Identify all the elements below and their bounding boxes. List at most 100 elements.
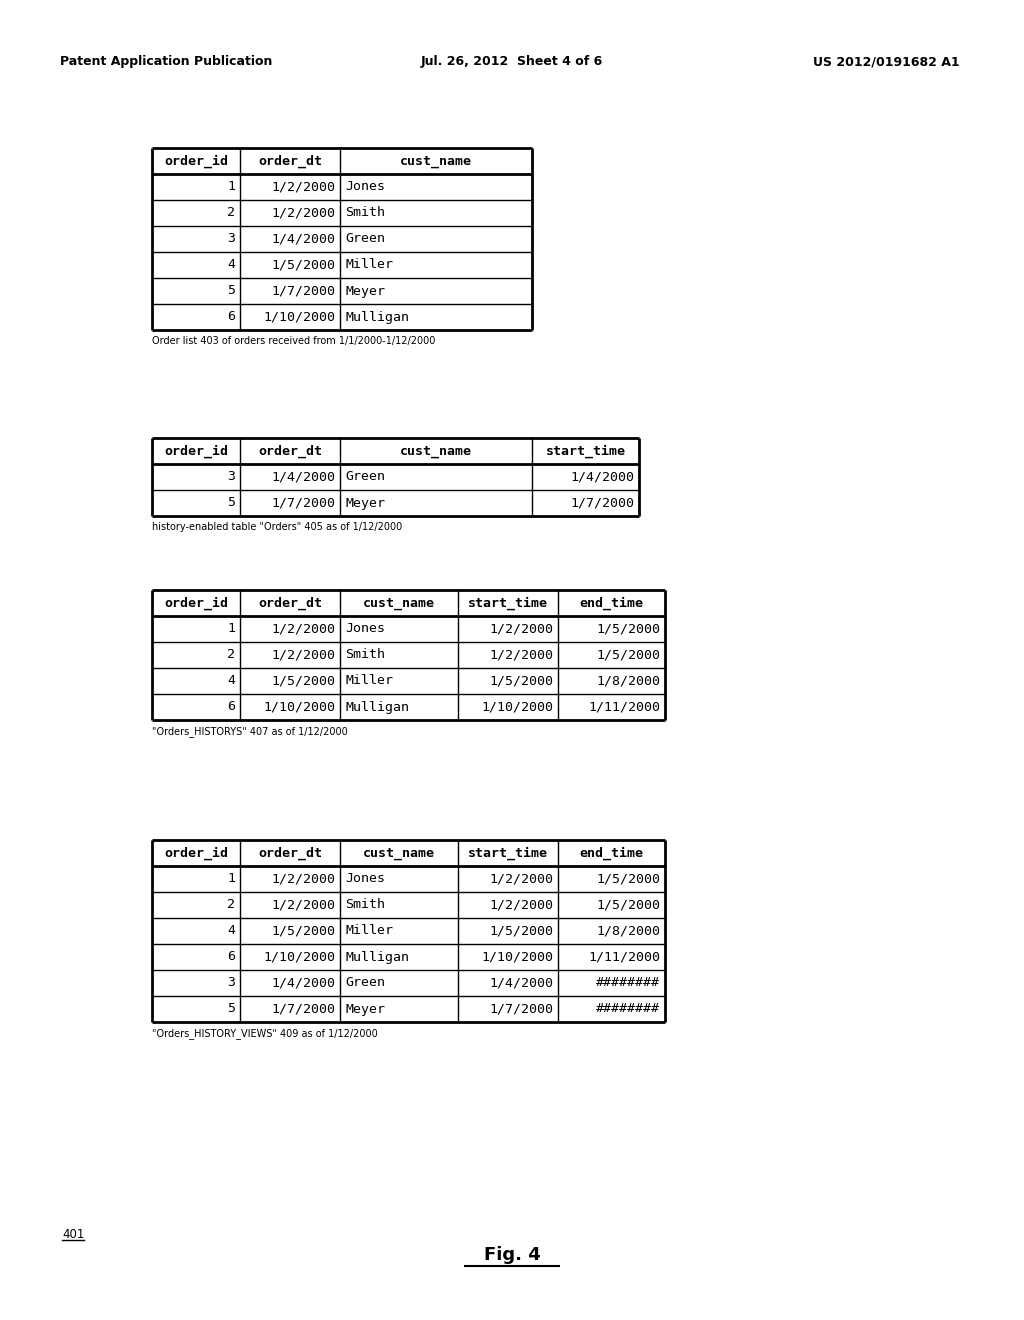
Text: 1/2/2000: 1/2/2000 — [271, 206, 335, 219]
Text: Jones: Jones — [345, 623, 385, 635]
Text: Jul. 26, 2012  Sheet 4 of 6: Jul. 26, 2012 Sheet 4 of 6 — [421, 55, 603, 69]
Text: 1/11/2000: 1/11/2000 — [588, 701, 660, 714]
Text: order_dt: order_dt — [258, 445, 322, 458]
Text: cust_name: cust_name — [362, 597, 435, 610]
Text: 1: 1 — [227, 873, 234, 886]
Text: 6: 6 — [227, 310, 234, 323]
Text: order_id: order_id — [164, 154, 228, 168]
Text: 1/5/2000: 1/5/2000 — [596, 873, 660, 886]
Text: 5: 5 — [227, 496, 234, 510]
Text: 3: 3 — [227, 470, 234, 483]
Text: 3: 3 — [227, 232, 234, 246]
Text: ########: ######## — [596, 1002, 660, 1015]
Text: 3: 3 — [227, 977, 234, 990]
Text: 1/11/2000: 1/11/2000 — [588, 950, 660, 964]
Text: order_id: order_id — [164, 597, 228, 610]
Text: 1/4/2000: 1/4/2000 — [271, 977, 335, 990]
Text: Meyer: Meyer — [345, 496, 385, 510]
Text: 1/5/2000: 1/5/2000 — [489, 675, 553, 688]
Text: 2: 2 — [227, 899, 234, 912]
Text: ########: ######## — [596, 977, 660, 990]
Text: Jones: Jones — [345, 873, 385, 886]
Text: 1/5/2000: 1/5/2000 — [271, 259, 335, 272]
Text: end_time: end_time — [580, 846, 643, 859]
Text: 1/5/2000: 1/5/2000 — [596, 623, 660, 635]
Text: Jones: Jones — [345, 181, 385, 194]
Text: 1/7/2000: 1/7/2000 — [570, 496, 634, 510]
Text: Miller: Miller — [345, 259, 393, 272]
Text: start_time: start_time — [468, 846, 548, 859]
Text: US 2012/0191682 A1: US 2012/0191682 A1 — [813, 55, 961, 69]
Text: 1/2/2000: 1/2/2000 — [271, 181, 335, 194]
Text: Green: Green — [345, 977, 385, 990]
Text: 1/2/2000: 1/2/2000 — [271, 648, 335, 661]
Text: start_time: start_time — [468, 597, 548, 610]
Text: 1/5/2000: 1/5/2000 — [489, 924, 553, 937]
Text: 1/8/2000: 1/8/2000 — [596, 924, 660, 937]
Text: 1/7/2000: 1/7/2000 — [271, 285, 335, 297]
Text: 4: 4 — [227, 259, 234, 272]
Text: Miller: Miller — [345, 924, 393, 937]
Text: cust_name: cust_name — [362, 846, 435, 859]
Text: 1/5/2000: 1/5/2000 — [596, 899, 660, 912]
Text: 1/10/2000: 1/10/2000 — [263, 310, 335, 323]
Text: order_id: order_id — [164, 445, 228, 458]
Text: 1/2/2000: 1/2/2000 — [489, 623, 553, 635]
Text: 1/7/2000: 1/7/2000 — [271, 1002, 335, 1015]
Text: 1/8/2000: 1/8/2000 — [596, 675, 660, 688]
Text: 6: 6 — [227, 950, 234, 964]
Text: 1: 1 — [227, 181, 234, 194]
Text: "Orders_HISTORYS" 407 as of 1/12/2000: "Orders_HISTORYS" 407 as of 1/12/2000 — [152, 726, 348, 737]
Text: Green: Green — [345, 232, 385, 246]
Text: 1: 1 — [227, 623, 234, 635]
Text: Green: Green — [345, 470, 385, 483]
Text: 1/5/2000: 1/5/2000 — [271, 924, 335, 937]
Text: 401: 401 — [62, 1228, 84, 1241]
Text: 1/2/2000: 1/2/2000 — [271, 623, 335, 635]
Text: 1/10/2000: 1/10/2000 — [263, 701, 335, 714]
Text: 1/2/2000: 1/2/2000 — [489, 873, 553, 886]
Text: 2: 2 — [227, 648, 234, 661]
Text: 1/4/2000: 1/4/2000 — [271, 232, 335, 246]
Text: 1/7/2000: 1/7/2000 — [271, 496, 335, 510]
Text: end_time: end_time — [580, 597, 643, 610]
Text: 5: 5 — [227, 1002, 234, 1015]
Text: cust_name: cust_name — [400, 154, 472, 168]
Text: start_time: start_time — [546, 445, 626, 458]
Text: Meyer: Meyer — [345, 285, 385, 297]
Text: 1/2/2000: 1/2/2000 — [489, 899, 553, 912]
Text: order_dt: order_dt — [258, 846, 322, 859]
Text: 1/5/2000: 1/5/2000 — [596, 648, 660, 661]
Text: 4: 4 — [227, 675, 234, 688]
Text: 1/2/2000: 1/2/2000 — [271, 899, 335, 912]
Text: Meyer: Meyer — [345, 1002, 385, 1015]
Text: "Orders_HISTORY_VIEWS" 409 as of 1/12/2000: "Orders_HISTORY_VIEWS" 409 as of 1/12/20… — [152, 1028, 378, 1039]
Text: Miller: Miller — [345, 675, 393, 688]
Text: 2: 2 — [227, 206, 234, 219]
Text: Patent Application Publication: Patent Application Publication — [60, 55, 272, 69]
Text: 6: 6 — [227, 701, 234, 714]
Text: 4: 4 — [227, 924, 234, 937]
Text: 1/4/2000: 1/4/2000 — [489, 977, 553, 990]
Text: 1/7/2000: 1/7/2000 — [489, 1002, 553, 1015]
Text: cust_name: cust_name — [400, 445, 472, 458]
Text: 1/5/2000: 1/5/2000 — [271, 675, 335, 688]
Text: 1/10/2000: 1/10/2000 — [263, 950, 335, 964]
Text: Order list 403 of orders received from 1/1/2000-1/12/2000: Order list 403 of orders received from 1… — [152, 337, 435, 346]
Text: Fig. 4: Fig. 4 — [483, 1246, 541, 1265]
Text: history-enabled table "Orders" 405 as of 1/12/2000: history-enabled table "Orders" 405 as of… — [152, 521, 402, 532]
Text: 1/10/2000: 1/10/2000 — [481, 701, 553, 714]
Text: Mulligan: Mulligan — [345, 701, 409, 714]
Text: Mulligan: Mulligan — [345, 310, 409, 323]
Text: Mulligan: Mulligan — [345, 950, 409, 964]
Text: 5: 5 — [227, 285, 234, 297]
Text: 1/2/2000: 1/2/2000 — [271, 873, 335, 886]
Text: Smith: Smith — [345, 648, 385, 661]
Text: Smith: Smith — [345, 899, 385, 912]
Text: 1/4/2000: 1/4/2000 — [570, 470, 634, 483]
Text: 1/2/2000: 1/2/2000 — [489, 648, 553, 661]
Text: 1/10/2000: 1/10/2000 — [481, 950, 553, 964]
Text: order_dt: order_dt — [258, 154, 322, 168]
Text: 1/4/2000: 1/4/2000 — [271, 470, 335, 483]
Text: order_dt: order_dt — [258, 597, 322, 610]
